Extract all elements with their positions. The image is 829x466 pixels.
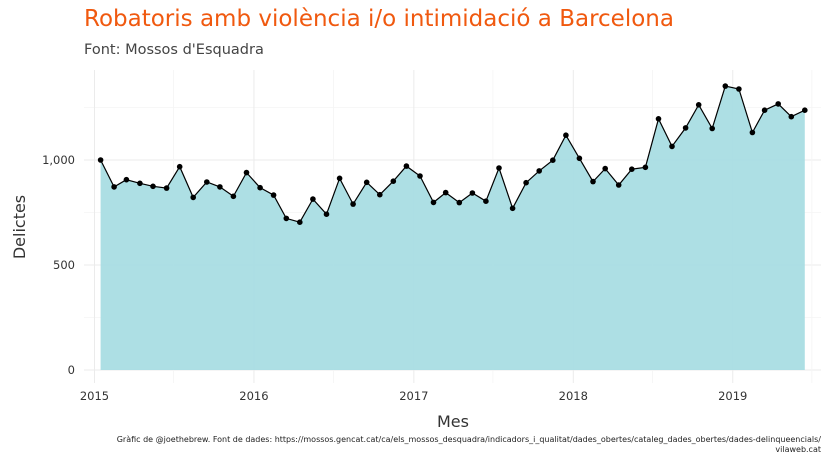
data-point: [682, 125, 689, 131]
data-point: [775, 101, 781, 107]
data-point: [163, 185, 170, 191]
caption-site: vilaweb.cat: [775, 444, 821, 454]
data-point: [270, 192, 277, 198]
data-point: [695, 102, 702, 108]
data-point: [749, 129, 756, 136]
data-point: [323, 211, 330, 217]
data-point: [363, 179, 370, 186]
data-points: [97, 83, 808, 225]
data-point: [430, 199, 437, 206]
data-point: [442, 189, 449, 196]
data-point: [350, 201, 356, 207]
data-point: [788, 113, 795, 120]
data-point: [629, 166, 635, 172]
data-point: [655, 116, 662, 122]
data-point: [217, 184, 223, 190]
data-point: [576, 155, 583, 162]
data-point: [243, 169, 250, 176]
data-point: [722, 83, 729, 89]
y-axis-title: Delictes: [10, 195, 29, 259]
data-point: [283, 215, 290, 222]
data-point: [190, 194, 196, 201]
y-tick-labels: 0 500 1,000: [42, 153, 75, 377]
area-fill: [100, 86, 805, 370]
data-point: [336, 175, 343, 182]
data-point: [469, 190, 476, 196]
chart-caption: Gràfic de @joethebrew. Font de dades: ht…: [81, 435, 821, 454]
data-point: [111, 184, 117, 190]
data-point: [602, 165, 608, 172]
data-point: [523, 179, 529, 186]
data-point: [496, 165, 502, 171]
data-point: [761, 107, 768, 113]
data-point: [123, 176, 130, 183]
data-point: [137, 180, 143, 187]
x-tick-label: 2019: [718, 389, 747, 403]
data-point: [257, 184, 263, 191]
x-tick-label: 2017: [399, 389, 428, 403]
data-point: [642, 164, 649, 171]
chart-subtitle: Font: Mossos d'Esquadra: [84, 42, 264, 58]
data-point: [297, 219, 303, 225]
data-point: [669, 143, 675, 150]
data-point: [97, 157, 104, 163]
y-tick-label: 1,000: [42, 153, 75, 167]
data-point: [456, 199, 463, 206]
data-point: [802, 107, 808, 113]
data-point: [390, 178, 397, 184]
data-point: [403, 163, 410, 169]
data-point: [550, 157, 556, 163]
y-tick-label: 500: [53, 258, 75, 272]
data-point: [536, 168, 542, 174]
x-tick-label: 2015: [80, 389, 109, 403]
data-point: [176, 163, 183, 170]
data-point: [590, 178, 596, 185]
data-point: [150, 183, 156, 190]
data-point: [483, 198, 489, 204]
caption-source: Gràfic de @joethebrew. Font de dades: ht…: [116, 435, 821, 444]
x-tick-label: 2018: [559, 389, 588, 403]
data-point: [615, 182, 622, 188]
data-point: [310, 196, 316, 202]
data-point: [230, 193, 237, 200]
y-tick-label: 0: [68, 363, 75, 377]
data-point: [417, 173, 423, 179]
data-point: [204, 179, 210, 185]
data-point: [736, 86, 742, 92]
x-axis-title: Mes: [437, 412, 469, 431]
chart-title: Robatoris amb violència i/o intimidació …: [84, 6, 674, 32]
data-point: [377, 191, 383, 198]
x-tick-labels: 2015 2016 2017 2018 2019: [80, 389, 748, 403]
x-tick-label: 2016: [239, 389, 268, 403]
data-point: [563, 132, 569, 138]
data-point: [709, 125, 715, 132]
data-point: [509, 205, 516, 212]
